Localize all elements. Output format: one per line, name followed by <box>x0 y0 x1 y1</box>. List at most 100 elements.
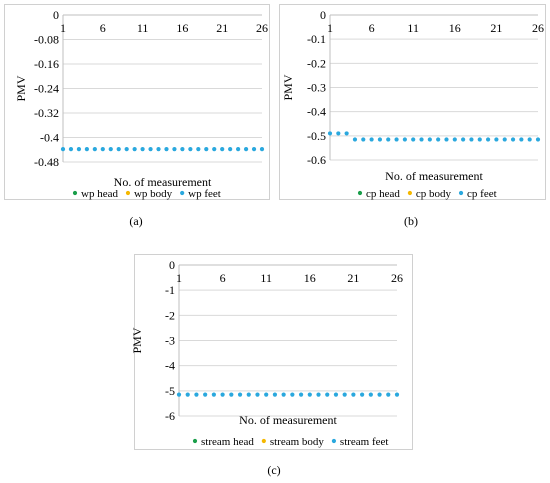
data-point <box>76 147 82 152</box>
y-axis-title: PMV <box>130 327 144 353</box>
data-point <box>510 137 516 142</box>
data-point <box>333 392 339 397</box>
x-tick-label: 21 <box>216 21 228 35</box>
data-point <box>377 392 382 397</box>
data-point <box>203 392 208 397</box>
y-tick-label: -0.1 <box>307 32 326 46</box>
data-point <box>477 137 482 142</box>
data-point <box>180 147 185 152</box>
legend-label: stream body <box>270 436 325 448</box>
y-tick-label: -2 <box>165 308 175 322</box>
data-point <box>212 147 217 152</box>
data-point <box>255 392 260 397</box>
legend-marker <box>261 438 266 444</box>
data-point <box>469 137 474 142</box>
data-point <box>176 392 182 397</box>
data-point <box>211 392 216 397</box>
legend-marker <box>331 438 337 444</box>
y-tick-label: -0.4 <box>40 131 59 145</box>
legend-label: wp head <box>81 188 118 200</box>
x-tick-label: 11 <box>137 21 149 35</box>
y-tick-label: -6 <box>165 409 175 423</box>
data-point <box>220 147 225 152</box>
y-tick-label: -0.08 <box>34 33 59 47</box>
x-tick-label: 21 <box>347 271 359 285</box>
legend-label: wp feet <box>188 188 221 200</box>
y-tick-label: -3 <box>165 334 175 348</box>
data-point <box>188 147 193 152</box>
data-point <box>336 131 341 136</box>
x-tick-label: 6 <box>100 21 106 35</box>
data-point <box>427 137 432 142</box>
data-point <box>316 392 321 397</box>
y-tick-label: 0 <box>320 8 326 22</box>
y-tick-label: -0.24 <box>34 82 59 96</box>
data-point <box>272 392 278 397</box>
data-point <box>204 147 209 152</box>
data-point <box>236 147 241 152</box>
data-point <box>290 392 295 397</box>
legend-marker <box>458 190 464 196</box>
data-point <box>132 147 137 152</box>
legend-marker <box>407 190 413 196</box>
y-tick-label: -0.5 <box>307 129 326 143</box>
y-tick-label: -0.4 <box>307 105 326 119</box>
x-axis-title: No. of measurement <box>114 175 212 189</box>
y-tick-label: 0 <box>169 258 175 272</box>
data-point <box>243 147 249 152</box>
legend-label: stream feet <box>340 436 389 448</box>
y-tick-label: 0 <box>53 8 59 22</box>
data-point <box>281 392 286 397</box>
data-point <box>360 392 365 397</box>
legend-marker <box>125 190 131 196</box>
y-tick-label: -0.6 <box>307 153 326 167</box>
caption-c: (c) <box>267 463 281 477</box>
data-point <box>108 147 113 152</box>
data-point <box>444 137 449 142</box>
data-point <box>527 137 532 142</box>
data-point <box>386 392 391 397</box>
data-point <box>251 147 257 152</box>
legend-marker <box>192 438 198 444</box>
y-axis-title: PMV <box>281 74 295 100</box>
y-tick-label: -4 <box>165 359 175 373</box>
chart-panel-c: 0 -1 -2 -3 -4 -5 -6 1 6 11 16 21 26 PMV No. of measure… <box>130 254 413 450</box>
data-point <box>156 147 161 152</box>
data-point <box>259 147 265 152</box>
x-axis-title: No. of measurement <box>385 169 483 183</box>
x-tick-label: 1 <box>176 271 182 285</box>
legend-marker <box>72 190 78 196</box>
data-point <box>386 137 391 142</box>
chart-b: 0-0.1-0.2-0.3-0.4-0.5-0.61 6 11 16 21 26PMVNo… <box>281 8 544 200</box>
x-tick-label: 16 <box>449 21 461 35</box>
y-axis-title: PMV <box>14 75 28 101</box>
legend-label: cp head <box>366 188 400 200</box>
data-point <box>519 137 524 142</box>
y-tick-label: -0.32 <box>34 106 59 120</box>
x-tick-label: 1 <box>327 21 333 35</box>
x-tick-label: 21 <box>490 21 502 35</box>
data-point <box>68 147 74 152</box>
chart-a: 0-0.08-0.16-0.24-0.32-0.4-0.481 6 11 16 21 26… <box>14 8 268 200</box>
data-point <box>220 392 225 397</box>
data-point <box>502 137 507 142</box>
data-point <box>298 392 304 397</box>
data-point <box>368 392 373 397</box>
data-point <box>327 131 333 136</box>
data-point <box>237 392 243 397</box>
y-tick-label: -5 <box>165 384 175 398</box>
legend-label: wp body <box>134 188 173 200</box>
data-point <box>461 137 466 142</box>
chart-panel-b: 0 -0.1 -0.2 -0.3 -0.4 -0.5 -0.6 1 6 11 16 21 26 PMV No… <box>279 4 546 200</box>
data-point <box>494 137 499 142</box>
caption-b: (b) <box>404 214 418 228</box>
x-tick-label: 26 <box>256 21 268 35</box>
data-point <box>228 147 233 152</box>
data-point <box>402 137 407 142</box>
caption-a: (a) <box>129 214 143 228</box>
data-point <box>342 392 347 397</box>
data-point <box>485 137 491 142</box>
data-point <box>307 392 312 397</box>
legend-label: cp feet <box>467 188 497 200</box>
data-point <box>369 137 374 142</box>
